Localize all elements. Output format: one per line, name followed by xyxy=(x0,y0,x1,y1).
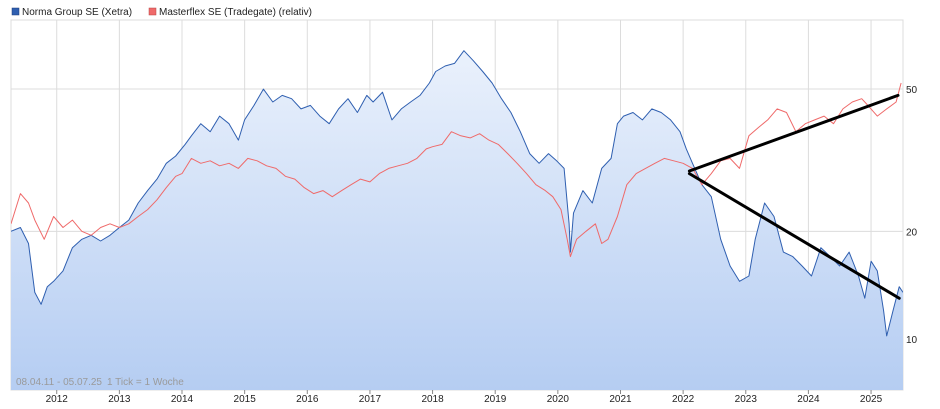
x-axis: 2012 2013 2014 2015 2016 2017 2018 2019 2020 2021… xyxy=(46,390,883,405)
legend-label-norma: Norma Group SE (Xetra) xyxy=(22,7,132,18)
x-tick-label: 2014 xyxy=(171,394,194,405)
x-tick-label: 2020 xyxy=(547,394,570,405)
x-tick-label: 2017 xyxy=(359,394,382,405)
trendline-1 xyxy=(687,172,901,300)
x-tick-label: 2025 xyxy=(860,394,883,405)
trendline-0 xyxy=(687,93,900,173)
x-tick-label: 2015 xyxy=(234,394,257,405)
y-tick-label: 10 xyxy=(906,335,918,346)
x-tick-label: 2024 xyxy=(797,394,820,405)
x-tick-label: 2012 xyxy=(46,394,69,405)
series-line-0 xyxy=(11,50,903,337)
x-tick-label: 2019 xyxy=(484,394,507,405)
date-range-label: 08.04.11 - 05.07.25 xyxy=(16,377,102,388)
tick-interval-note: 1 Tick = 1 Woche xyxy=(107,377,184,388)
series-line-1 xyxy=(11,82,902,258)
legend-swatch-norma xyxy=(11,7,20,16)
x-tick-label: 2013 xyxy=(108,394,131,405)
x-tick-label: 2022 xyxy=(672,394,695,405)
y-tick-label: 50 xyxy=(906,85,918,96)
y-tick-label: 20 xyxy=(906,227,918,238)
legend-swatch-masterflex xyxy=(148,7,157,16)
legend-label-masterflex: Masterflex SE (Tradegate) (relativ) xyxy=(159,7,312,18)
series-area-0 xyxy=(11,50,903,390)
x-tick-label: 2023 xyxy=(735,394,758,405)
legend: Norma Group SE (Xetra) Masterflex SE (Tr… xyxy=(11,7,312,18)
x-tick-label: 2021 xyxy=(609,394,632,405)
y-axis: 10 20 50 xyxy=(906,85,918,346)
x-tick-label: 2018 xyxy=(421,394,444,405)
plot-area xyxy=(11,50,903,390)
x-tick-label: 2016 xyxy=(296,394,319,405)
